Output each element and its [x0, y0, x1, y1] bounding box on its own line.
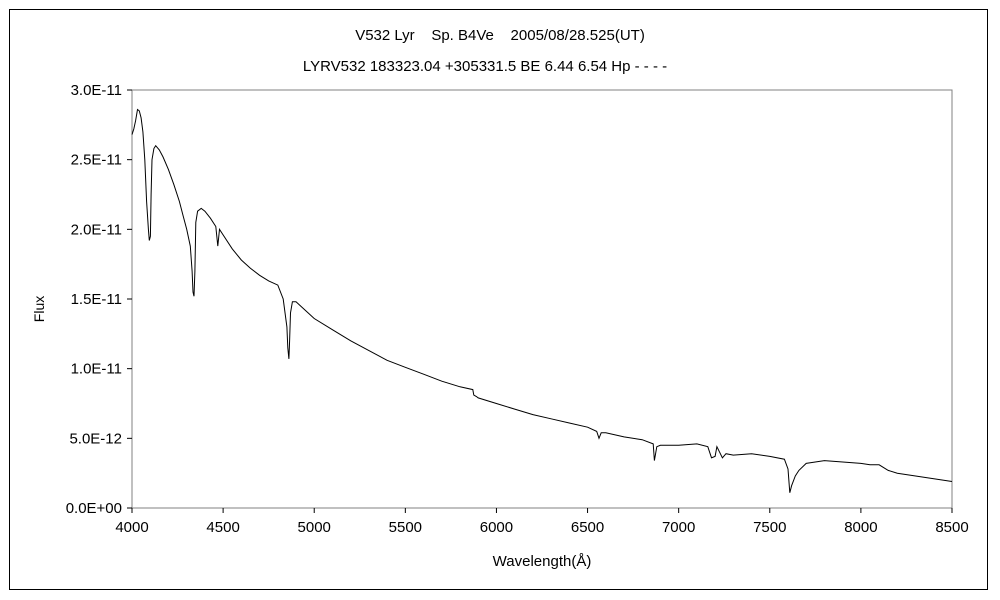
x-tick-label: 7500 — [753, 519, 786, 536]
chart-frame — [9, 9, 988, 590]
x-tick-label: 5500 — [389, 519, 422, 536]
x-axis-label: Wavelength(Å) — [493, 553, 592, 570]
x-tick-label: 4000 — [115, 519, 148, 536]
y-tick-label: 0.0E+00 — [66, 500, 122, 517]
y-tick-label: 1.0E-11 — [71, 361, 122, 378]
x-tick-label: 8500 — [935, 519, 968, 536]
plot-area — [131, 89, 953, 509]
y-axis-label: Flux — [31, 296, 47, 322]
y-tick-label: 2.0E-11 — [71, 221, 122, 238]
chart-subtitle: LYRV532 183323.04 +305331.5 BE 6.44 6.54… — [303, 58, 667, 75]
y-tick-label: 2.5E-11 — [71, 152, 122, 169]
y-tick-label: 5.0E-12 — [69, 430, 122, 447]
x-tick-label: 6500 — [571, 519, 604, 536]
x-tick-label: 4500 — [206, 519, 239, 536]
series-line-spectrum — [131, 108, 953, 493]
chart-title: V532 Lyr Sp. B4Ve 2005/08/28.525(UT) — [355, 27, 645, 44]
x-tick-label: 8000 — [844, 519, 877, 536]
x-tick-label: 5000 — [298, 519, 331, 536]
y-tick-label: 1.5E-11 — [71, 291, 122, 308]
axis-ticks: 4000 4500 5000 5500 6000 6500 7000 7500 8000 8500… — [66, 82, 969, 536]
y-tick-label: 3.0E-11 — [71, 82, 122, 99]
x-tick-label: 6000 — [480, 519, 513, 536]
x-tick-label: 7000 — [662, 519, 695, 536]
